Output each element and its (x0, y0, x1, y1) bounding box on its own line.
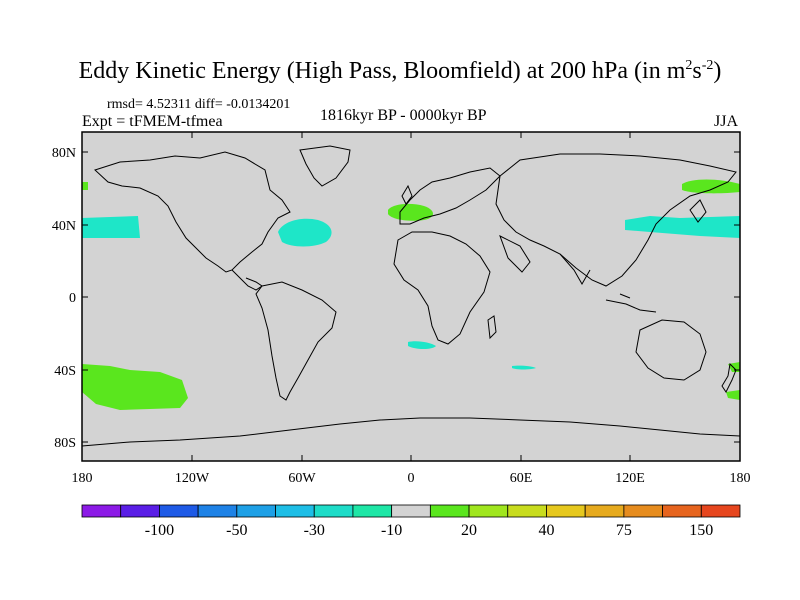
map-axes: 80N 40N 0 40S 80S 180 120W 60W 0 60E 120E 180 (52, 132, 751, 486)
coast-africa (393, 231, 491, 345)
map-plot-area (81, 131, 741, 462)
colorbar-swatch (313, 504, 354, 518)
coast-indonesia (605, 293, 657, 313)
anomaly-regions (82, 179, 740, 410)
coast-greenland (299, 145, 351, 187)
colorbar-swatch (468, 504, 509, 518)
season-label: JJA (714, 113, 739, 130)
coastlines (81, 145, 741, 447)
coast-europe (399, 167, 501, 225)
colorbar-swatch (623, 504, 663, 518)
coast-uk (401, 184, 413, 205)
colorbar-label: -10 (381, 522, 402, 539)
colorbar-swatch (275, 504, 315, 518)
lon-tick-label: 180 (72, 471, 93, 486)
colorbar-swatch (120, 504, 160, 518)
anomaly-negative-pacific-west (625, 216, 740, 238)
stats-label: rmsd= 4.52311 diff= -0.0134201 (107, 97, 291, 112)
coast-japan (689, 199, 707, 223)
colorbar-swatch (197, 504, 238, 518)
colorbar: -100 -50 -30 -10 20 40 75 150 (81, 504, 741, 539)
lat-tick-label: 0 (69, 291, 76, 306)
lat-tick-label: 80N (52, 146, 76, 161)
anomaly-negative-south-atlantic (408, 341, 436, 349)
lon-tick-label: 120W (175, 471, 210, 486)
anomaly-positive-tasman (726, 390, 740, 400)
coast-arabia-india (499, 234, 591, 286)
lon-tick-label: 60W (288, 471, 316, 486)
coast-south-america (255, 281, 337, 401)
colorbar-swatch (391, 504, 431, 518)
colorbar-swatch (584, 504, 625, 518)
period-label: 1816kyr BP - 0000kyr BP (320, 107, 487, 124)
lat-tick-label: 40N (52, 219, 76, 234)
colorbar-label: 150 (689, 522, 713, 539)
colorbar-label: 20 (461, 522, 477, 539)
coast-central-america (231, 269, 263, 291)
coast-australia (635, 319, 707, 381)
colorbar-swatch (546, 504, 586, 518)
colorbar-swatch (352, 504, 393, 518)
coast-madagascar (487, 315, 497, 340)
colorbar-label: -50 (226, 522, 247, 539)
anomaly-positive-dateline (82, 182, 88, 190)
anomaly-negative-indian-ocean (512, 365, 536, 370)
coast-north-america (94, 151, 291, 273)
anomaly-positive-europe (388, 203, 433, 221)
lat-tick-label: 40S (54, 364, 76, 379)
colorbar-label: -30 (304, 522, 325, 539)
colorbar-label: -100 (145, 522, 174, 539)
lon-tick-label: 60E (510, 471, 533, 486)
anomaly-negative-north-atlantic (278, 218, 332, 247)
lat-tick-label: 80S (54, 436, 76, 451)
anomaly-positive-south-pacific (82, 364, 188, 410)
coast-asia (495, 153, 737, 287)
colorbar-swatch (429, 504, 470, 518)
colorbar-swatch (236, 504, 276, 518)
anomaly-negative-pacific-east (82, 216, 140, 238)
experiment-label: Expt = tFMEM-tfmea (82, 113, 223, 130)
colorbar-swatch (81, 504, 122, 518)
colorbar-label: 75 (616, 522, 632, 539)
colorbar-swatch (159, 504, 199, 518)
colorbar-swatch (662, 504, 702, 518)
map-title: Eddy Kinetic Energy (High Pass, Bloomfie… (78, 58, 722, 84)
colorbar-label: 40 (538, 522, 554, 539)
coast-antarctica (81, 417, 741, 447)
colorbar-swatch (700, 504, 741, 518)
lon-tick-label: 120E (615, 471, 645, 486)
lon-tick-label: 180 (730, 471, 751, 486)
map-background (82, 132, 740, 461)
colorbar-swatch (507, 504, 547, 518)
lon-tick-label: 0 (408, 471, 415, 486)
